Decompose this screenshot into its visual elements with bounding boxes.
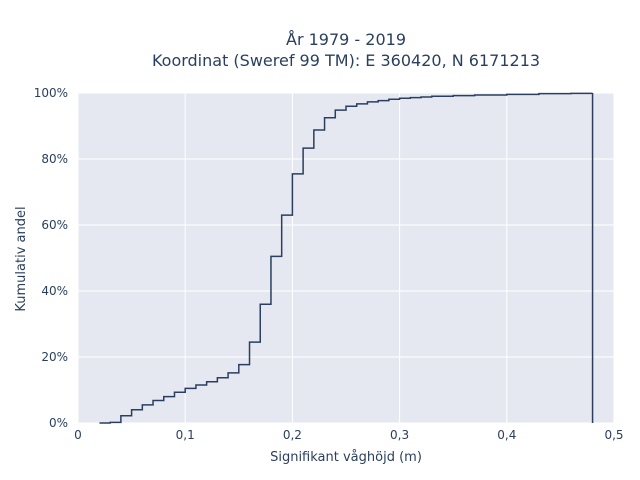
x-tick-label: 0,1 (176, 428, 195, 442)
plot-area (78, 93, 614, 423)
y-tick-label: 20% (41, 350, 68, 364)
x-axis-ticks: 0 0,1 0,2 0,3 0,4 0,5 (74, 428, 623, 442)
y-tick-label: 100% (34, 86, 68, 100)
x-tick-label: 0,5 (604, 428, 623, 442)
x-tick-label: 0,2 (283, 428, 302, 442)
chart-title-line-1: År 1979 - 2019 (286, 30, 406, 49)
chart-title-line-2: Koordinat (Sweref 99 TM): E 360420, N 61… (152, 51, 540, 70)
x-axis-title: Signifikant våghöjd (m) (270, 450, 422, 465)
y-axis-title: Kumulativ andel (14, 206, 29, 311)
y-tick-label: 40% (41, 284, 68, 298)
x-tick-label: 0,4 (497, 428, 516, 442)
x-tick-label: 0 (74, 428, 82, 442)
x-tick-label: 0,3 (390, 428, 409, 442)
cdf-step-line (99, 92, 594, 424)
y-axis-ticks: 0% 20% 40% 60% 80% 100% (34, 86, 68, 430)
y-tick-label: 60% (41, 218, 68, 232)
grid-lines (77, 92, 615, 424)
y-tick-label: 0% (49, 416, 68, 430)
y-tick-label: 80% (41, 152, 68, 166)
